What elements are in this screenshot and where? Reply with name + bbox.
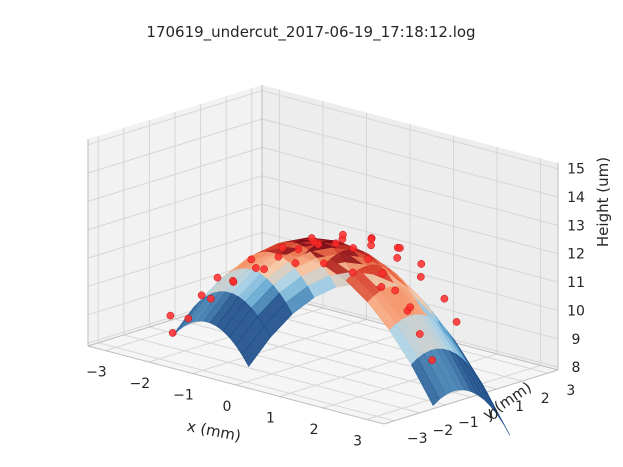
x-tick-label: 1 [266,411,275,427]
y-tick-label: −2 [432,423,453,439]
surface-patch [481,383,511,436]
z-tick-label: 12 [567,247,585,263]
grid-line-z-left [87,175,263,231]
grid-line-z-left [87,118,263,174]
scatter-point [320,259,328,268]
grid-line-z-back [261,146,559,226]
grid-line-y-floor [149,326,446,406]
y-tick-label: 0 [490,407,499,423]
z-tick-label: 8 [572,360,581,376]
scatter-point [260,265,268,273]
x-tick-label: −2 [130,376,151,392]
y-tick-label: 2 [541,391,550,407]
scatter-point [168,329,177,337]
scatter-point [391,286,400,295]
scatter-point [274,252,283,261]
scatter-point [207,294,215,303]
z-tick-label: 15 [567,162,585,178]
z-tick-label: 9 [572,332,581,348]
z-tick-label: 13 [567,218,585,234]
scatter-point [278,243,287,252]
x-tick-label: 0 [223,399,232,415]
y-axis-line [383,369,559,425]
grid-line-z-back [261,90,559,170]
grid-line-z-left [87,231,263,287]
grid-line-z-back [261,203,559,283]
x-tick-label: 2 [310,422,319,438]
y-tick-label: −1 [458,415,479,431]
scatter-point [367,235,376,243]
chart-title: 170619_undercut_2017-06-19_17:18:12.log [146,23,475,42]
scatter-point [349,244,358,252]
y-tick-label: 3 [566,383,575,399]
scatter-point [166,311,175,320]
scatter-point [415,330,424,338]
surface-patch [241,325,271,368]
scatter-point [252,264,260,272]
scatter-point [229,276,237,285]
y-tick-label: −3 [407,431,428,447]
x-tick-label: 3 [353,433,362,449]
grid-line-y-floor [98,342,395,422]
grid-line-z-back [261,175,559,255]
x-tick-label: −3 [86,365,107,381]
z-tick-label: 10 [567,304,585,320]
scatter-point [428,356,436,364]
y-tick-label: 1 [515,399,524,415]
scatter-point [406,303,414,312]
grid-line-y-floor [123,334,420,414]
grid-line-z-left [87,203,263,259]
grid-line-z-back [261,118,559,198]
x-axis-label: x (mm) [185,417,242,445]
scatter-point [247,255,256,264]
z-axis-label: Height (um) [594,157,612,247]
scatter-points [166,230,461,364]
scatter-point [213,273,222,282]
grid-line-z-left [87,146,263,202]
scatter-point [197,291,206,300]
x-axis-line [87,345,385,425]
scatter-point [452,318,461,326]
scatter-point [416,273,425,281]
scatter-point [184,314,193,323]
grid-line-z-left [87,90,263,146]
z-tick-label: 14 [567,190,585,206]
scatter-point [291,259,300,267]
scatter-point [417,260,426,268]
scatter-point [364,255,372,263]
scatter-point [379,269,387,277]
x-tick-label: −1 [173,388,194,404]
scatter-point [307,234,316,242]
scatter-point [339,230,347,239]
scatter-point [377,283,386,291]
scatter-point [396,244,404,252]
scatter-point [294,245,303,254]
scatter-point [440,294,449,303]
scatter-point [331,239,340,248]
surface-patch [411,357,440,406]
scatter-point [348,268,357,277]
z-tick-label: 11 [567,275,585,291]
scatter-point [393,254,402,262]
